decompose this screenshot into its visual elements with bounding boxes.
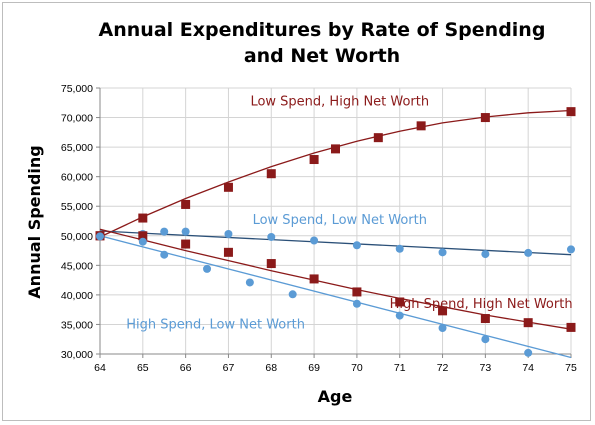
data-point-series-1 (331, 144, 340, 154)
data-point-series-1 (266, 169, 276, 179)
y-tick-label: 55,000 (61, 201, 93, 213)
data-point-series-1 (373, 133, 383, 143)
y-tick-label: 75,000 (61, 83, 93, 95)
data-point-series-4 (438, 323, 447, 332)
x-tick-label: 73 (480, 362, 492, 374)
data-point-series-3 (480, 314, 490, 324)
data-point-series-2 (310, 236, 319, 245)
data-point-series-1 (416, 121, 426, 131)
data-point-series-3 (181, 239, 191, 249)
data-point-series-2 (481, 250, 490, 259)
data-point-series-4 (96, 232, 104, 241)
data-point-series-4 (395, 311, 404, 320)
data-point-series-1 (181, 199, 191, 209)
data-point-series-2 (524, 248, 533, 257)
y-tick-label: 40,000 (61, 290, 93, 302)
data-point-series-3 (395, 297, 405, 307)
data-point-series-4 (481, 335, 490, 344)
data-point-series-2 (181, 227, 190, 236)
y-tick-label: 60,000 (61, 172, 93, 184)
annotation-series-label: Low Spend, High Net Worth (250, 95, 429, 110)
y-axis-label: Annual Spending (25, 145, 44, 298)
x-tick-label: 71 (394, 362, 406, 374)
x-tick-labels: 64 65 66 67 68 69 70 71 72 73 74 75 (94, 362, 577, 374)
trend-line-series-2 (99, 230, 572, 256)
data-point-series-3 (352, 287, 362, 297)
data-point-series-2 (395, 244, 404, 253)
y-tick-label: 30,000 (61, 349, 93, 361)
x-tick-label: 64 (94, 362, 106, 374)
x-tick-label: 66 (180, 362, 192, 374)
data-point-series-4 (524, 348, 533, 357)
x-tick-label: 74 (522, 362, 534, 374)
y-tick-label: 45,000 (61, 260, 93, 272)
data-point-series-1 (309, 155, 319, 165)
data-point-series-3 (223, 247, 233, 257)
x-axis-label: Age (318, 387, 353, 406)
data-point-series-3 (138, 231, 148, 241)
x-tick-label: 72 (437, 362, 449, 374)
data-point-series-1 (566, 107, 576, 117)
data-point-series-3 (266, 259, 276, 269)
y-tick-labels: 30,000 35,000 40,000 45,000 50,000 55,000 60,0… (61, 83, 93, 361)
chart-title-line-2: and Net Worth (244, 45, 400, 67)
series-annotations: Low Spend, High Net Worth Low Spend, Low … (126, 95, 572, 333)
annotation-series-label: High Spend, Low Net Worth (126, 318, 305, 333)
data-point-series-3 (438, 306, 448, 316)
x-tick-label: 65 (137, 362, 149, 374)
data-point-series-2 (567, 245, 575, 254)
data-point-series-2 (438, 248, 447, 257)
data-points (95, 107, 576, 357)
data-point-series-4 (138, 237, 147, 246)
chart-frame (2, 2, 591, 421)
data-point-series-4 (288, 290, 297, 299)
x-tick-label: 67 (223, 362, 235, 374)
y-tick-label: 70,000 (61, 113, 93, 125)
y-tick-label: 50,000 (61, 231, 93, 243)
x-tick-label: 75 (565, 362, 577, 374)
data-point-series-2 (160, 227, 169, 236)
data-point-series-4 (203, 264, 212, 273)
y-tick-label: 65,000 (61, 142, 93, 154)
data-point-series-4 (160, 250, 169, 259)
data-point-series-3 (566, 322, 576, 332)
x-tick-label: 69 (308, 362, 320, 374)
data-point-series-2 (352, 241, 361, 250)
annotation-series-label: Low Spend, Low Net Worth (253, 213, 427, 228)
data-point-series-1 (223, 182, 233, 192)
trend-line-series-4 (99, 235, 572, 359)
x-tick-label: 70 (351, 362, 363, 374)
annotation-series-label: High Spend, High Net Worth (390, 297, 573, 312)
data-point-series-4 (245, 278, 254, 287)
data-point-series-2 (267, 232, 276, 241)
axes (96, 87, 572, 358)
data-point-series-2 (224, 230, 233, 239)
data-point-series-3 (523, 318, 533, 328)
y-tick-label: 35,000 (61, 319, 93, 331)
gridlines (99, 87, 572, 355)
chart-title-line-1: Annual Expenditures by Rate of Spending (99, 19, 546, 41)
trend-line-series-3 (99, 228, 572, 330)
x-tick-label: 68 (265, 362, 277, 374)
data-point-series-3 (309, 274, 319, 284)
data-point-series-1 (480, 113, 490, 123)
data-point-series-1 (138, 213, 148, 223)
data-point-series-4 (352, 299, 361, 308)
